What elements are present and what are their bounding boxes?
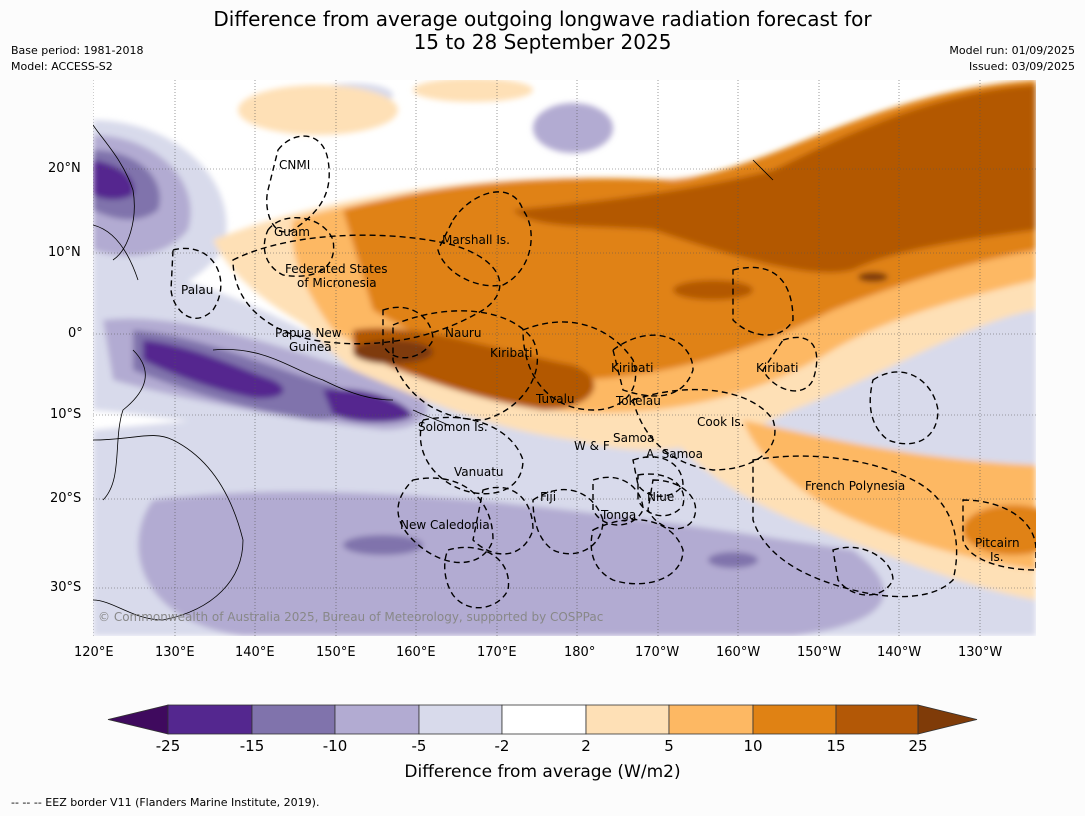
anomaly-field (93, 80, 1036, 636)
forecast-map: CNMI Guam Marshall Is. Federated States … (93, 80, 1036, 636)
label-kiribati-w: Kiribati (490, 346, 532, 360)
lat-label-20n: 20°N (48, 161, 81, 176)
label-tonga: Tonga (600, 508, 636, 522)
colorbar-swatch-6 (585, 704, 670, 735)
label-pitcairn-1: Pitcairn (975, 536, 1020, 550)
lat-label-30s: 30°S (50, 580, 82, 595)
copyright-notice: © Commonwealth of Australia 2025, Bureau… (98, 610, 603, 624)
chart-title: Difference from average outgoing longwav… (0, 8, 1085, 54)
label-pitcairn-2: Is. (990, 550, 1004, 564)
colorbar-tick-3: -5 (411, 737, 427, 755)
colorbar-tick-9: 25 (908, 737, 928, 755)
label-fsm-1: Federated States (285, 262, 387, 276)
lon-label-150w: 150°W (797, 645, 842, 660)
eez-footnote: -- -- -- EEZ border V11 (Flanders Marine… (11, 796, 320, 809)
lon-label-180: 180° (564, 645, 596, 660)
lat-label-0: 0° (68, 326, 83, 341)
label-kiribati-c: Kiribati (611, 361, 653, 375)
label-solomon: Solomon Is. (418, 420, 488, 434)
label-vanuatu: Vanuatu (454, 465, 504, 479)
lat-label-20s: 20°S (50, 491, 82, 506)
colorbar-swatch-1 (167, 704, 253, 735)
colorbar-swatch-9 (835, 704, 919, 735)
label-samoa: Samoa (613, 431, 654, 445)
label-cnmi: CNMI (279, 158, 310, 172)
issued-date: Issued: 03/09/2025 (968, 60, 1075, 73)
colorbar-swatch-3 (334, 704, 420, 735)
eez-boundaries (170, 135, 1036, 609)
label-marshall: Marshall Is. (442, 233, 510, 247)
graticule (93, 80, 1036, 636)
title-line-1: Difference from average outgoing longwav… (213, 7, 872, 31)
meta-left: Base period: 1981-2018 Model: ACCESS-S2 (11, 43, 143, 75)
colorbar-title: Difference from average (W/m2) (404, 762, 681, 782)
lon-label-140w: 140°W (877, 645, 922, 660)
colorbar-tick-7: 10 (743, 737, 763, 755)
label-cook: Cook Is. (697, 415, 744, 429)
base-period: Base period: 1981-2018 (11, 44, 144, 57)
label-fiji: Fiji (540, 490, 556, 504)
label-niue: Niue (647, 490, 674, 504)
colorbar-tick-5: 2 (581, 737, 591, 755)
label-guam: Guam (274, 225, 310, 239)
lat-label-10n: 10°N (48, 245, 81, 260)
colorbar-tick-8: 15 (826, 737, 846, 755)
colorbar-swatch-8 (752, 704, 837, 735)
colorbar-tick-0: -25 (155, 737, 181, 755)
lon-label-120e: 120°E (74, 645, 114, 660)
label-french-polynesia: French Polynesia (805, 479, 905, 493)
label-wf: W & F (574, 439, 610, 453)
colorbar-tick-6: 5 (664, 737, 674, 755)
colorbar (107, 704, 978, 735)
lon-label-140e: 140°E (235, 645, 275, 660)
colorbar-swatch-4 (418, 704, 503, 735)
label-asamoa: A. Samoa (646, 447, 703, 461)
label-new-caledonia: New Caledonia (400, 518, 490, 532)
lon-label-170e: 170°E (477, 645, 517, 660)
coastlines (93, 124, 774, 621)
label-fsm-2: of Micronesia (297, 276, 377, 290)
colorbar-swatch-2 (251, 704, 336, 735)
lat-label-10s: 10°S (50, 407, 82, 422)
colorbar-swatch-5 (501, 704, 587, 735)
lon-label-160e: 160°E (396, 645, 436, 660)
label-kiribati-e: Kiribati (756, 361, 798, 375)
title-line-2: 15 to 28 September 2025 (413, 30, 672, 54)
lon-label-130w: 130°W (958, 645, 1003, 660)
label-tuvalu: Tuvalu (535, 392, 575, 406)
label-tokelau: Tokelau (615, 394, 661, 408)
colorbar-tick-4: -2 (494, 737, 510, 755)
model-name: Model: ACCESS-S2 (11, 60, 113, 73)
lon-label-150e: 150°E (316, 645, 356, 660)
label-nauru: Nauru (445, 326, 481, 340)
region-labels: CNMI Guam Marshall Is. Federated States … (181, 158, 1020, 564)
meta-right: Model run: 01/09/2025 Issued: 03/09/2025 (949, 43, 1075, 75)
colorbar-tick-1: -15 (239, 737, 265, 755)
colorbar-swatch-10 (917, 704, 978, 735)
lon-label-160w: 160°W (716, 645, 761, 660)
colorbar-swatch-7 (668, 704, 754, 735)
colorbar-tick-2: -10 (322, 737, 348, 755)
model-run: Model run: 01/09/2025 (949, 44, 1075, 57)
label-png-1: Papua New (275, 326, 342, 340)
map-svg: CNMI Guam Marshall Is. Federated States … (93, 80, 1036, 636)
label-png-2: Guinea (289, 340, 332, 354)
lon-label-170w: 170°W (635, 645, 680, 660)
colorbar-swatch-0 (107, 704, 169, 735)
lon-label-130e: 130°E (155, 645, 195, 660)
label-palau: Palau (181, 283, 213, 297)
